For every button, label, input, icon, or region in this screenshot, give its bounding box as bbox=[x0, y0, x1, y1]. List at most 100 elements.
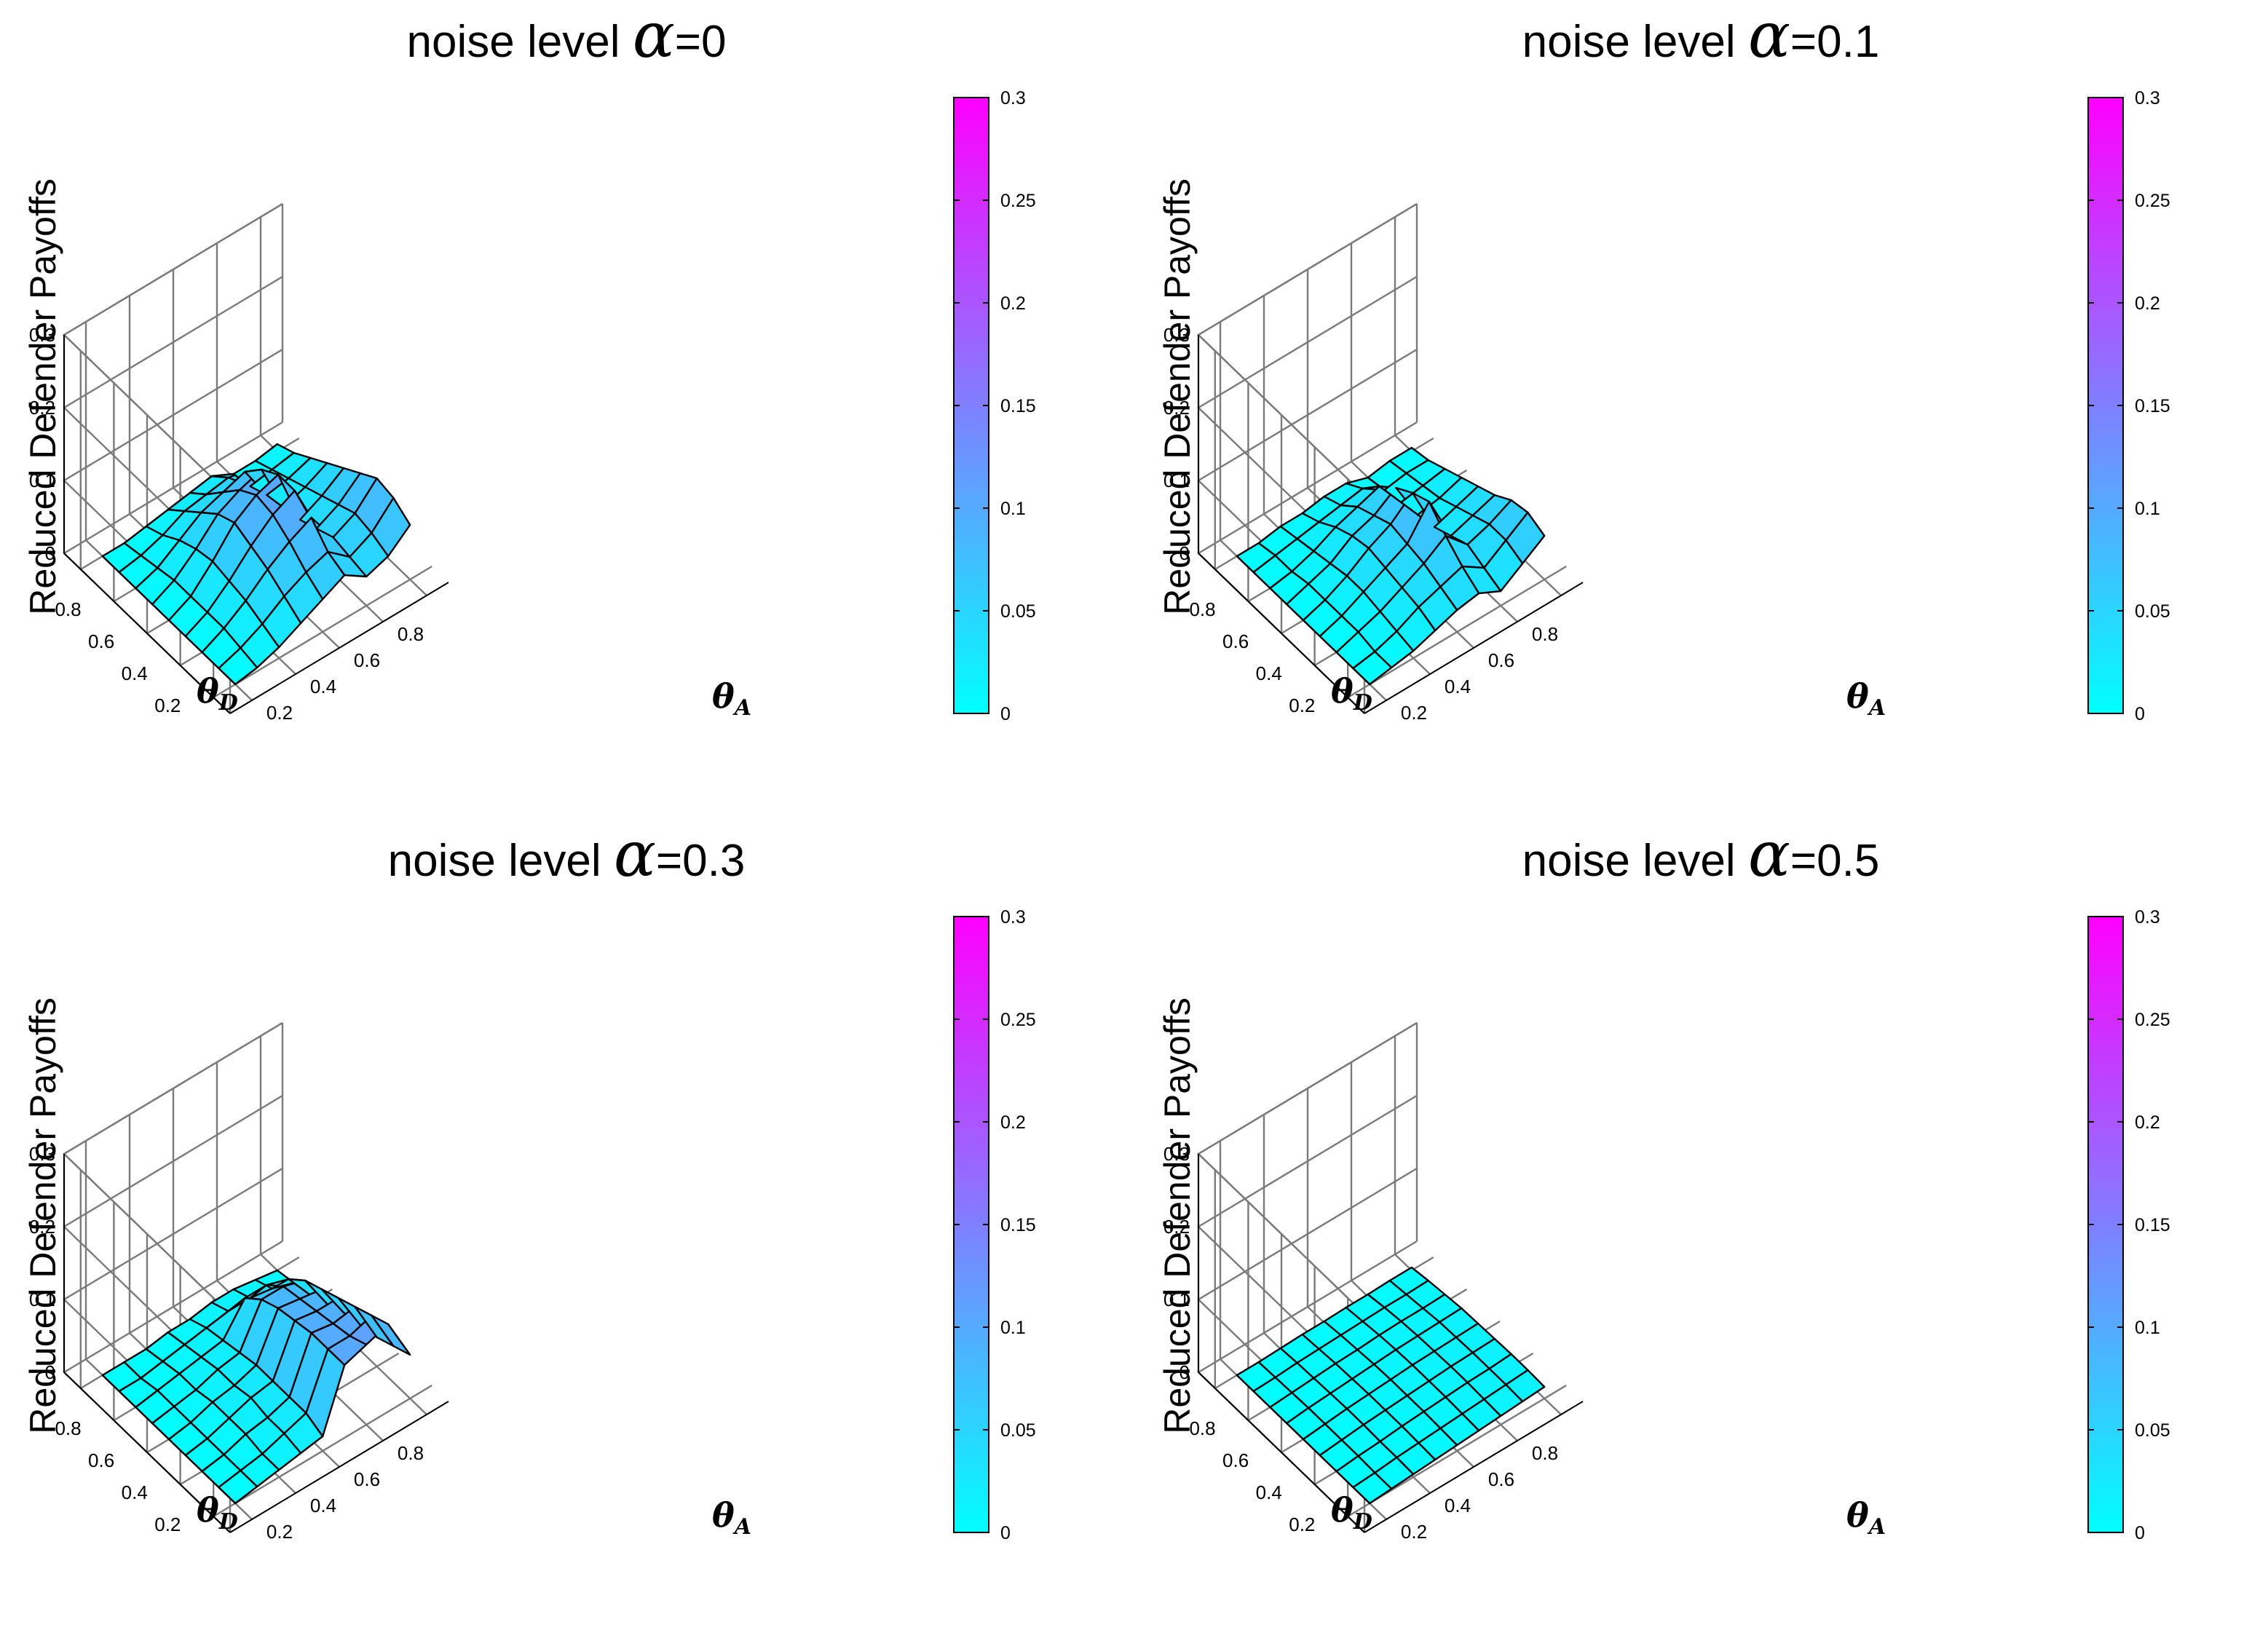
z-tick-label: 0.1 bbox=[29, 470, 55, 491]
tick-labels: 0 0.1 0.2 0.3 0.2 0.4 0.6 0.8 0.2 0.4 0.6 0.8 bbox=[1163, 1143, 1558, 1543]
z-tick-label: 0.3 bbox=[1163, 1143, 1190, 1165]
x-axis-line bbox=[229, 1401, 449, 1533]
x-axis-label: θA bbox=[1846, 1495, 1886, 1540]
colorbar-tick-label: 0 bbox=[2135, 1523, 2145, 1543]
colorbar-tick-label: 0.15 bbox=[2135, 396, 2170, 416]
colorbar-tick-label: 0.05 bbox=[1000, 601, 1036, 622]
y-tick-label: 0.8 bbox=[1189, 598, 1215, 620]
z-tick-label: 0 bbox=[45, 542, 55, 564]
axes bbox=[63, 1154, 449, 1533]
colorbar-tick-label: 0.3 bbox=[2135, 907, 2160, 927]
alpha-value: =0.5 bbox=[1790, 836, 1879, 886]
alpha-symbol: α bbox=[1748, 818, 1790, 891]
x-tick-label: 0.8 bbox=[1532, 623, 1558, 645]
surface-face bbox=[1505, 511, 1546, 565]
x-tick-label: 0.2 bbox=[266, 1521, 293, 1543]
colorbar-tick-label: 0.2 bbox=[1000, 1112, 1026, 1133]
alpha-value: =0.3 bbox=[656, 836, 745, 886]
colorbar-tick-label: 0.3 bbox=[1000, 907, 1026, 927]
y-tick-label: 0.4 bbox=[122, 662, 148, 684]
y-tick-label: 0.6 bbox=[1222, 1449, 1249, 1471]
x-tick-label: 0.6 bbox=[1488, 649, 1514, 671]
axes bbox=[1198, 1154, 1584, 1533]
x-tick-label: 0.8 bbox=[1532, 1442, 1558, 1464]
y-tick-label: 0.6 bbox=[88, 630, 114, 652]
chart-title: noise level α=0.1 bbox=[1522, 0, 1880, 72]
y-tick-label: 0.4 bbox=[122, 1481, 148, 1503]
z-tick-label: 0.3 bbox=[1163, 324, 1190, 346]
colorbar-tick-label: 0.15 bbox=[1000, 396, 1036, 416]
colorbar-tick-label: 0 bbox=[1000, 704, 1011, 724]
colorbar-tick-label: 0.1 bbox=[1000, 499, 1026, 519]
floor-grid-y bbox=[1347, 565, 1567, 699]
x-axis-line bbox=[229, 582, 449, 714]
colorbar-tick-label: 0.1 bbox=[2135, 1318, 2160, 1338]
tick-labels: 0 0.1 0.2 0.3 0.2 0.4 0.6 0.8 0.2 0.4 0.6 0.8 bbox=[29, 324, 424, 724]
surface-face bbox=[371, 496, 411, 558]
z-tick-label: 0 bbox=[1180, 542, 1190, 564]
z-tick-label: 0.2 bbox=[29, 1216, 55, 1238]
z-tick-label: 0.2 bbox=[29, 397, 55, 419]
y-axis-subscript: D bbox=[1353, 1509, 1372, 1535]
title-prefix: noise level bbox=[407, 17, 633, 67]
title-prefix: noise level bbox=[1522, 17, 1748, 67]
colorbar-tick-label: 0.25 bbox=[1000, 1010, 1036, 1030]
colorbar-tick-label: 0.2 bbox=[1000, 293, 1026, 314]
colorbar-tick-label: 0.05 bbox=[2135, 601, 2170, 622]
alpha-symbol: α bbox=[633, 0, 675, 72]
chart-title: noise level α=0.5 bbox=[1522, 818, 1880, 891]
x-tick-label: 0.8 bbox=[398, 1442, 424, 1464]
y-axis-line bbox=[63, 1372, 231, 1533]
y-axis-label: θD bbox=[1331, 671, 1372, 716]
z-tick-label: 0.2 bbox=[1163, 397, 1190, 419]
surface bbox=[1236, 446, 1546, 686]
subplot-alpha-0-5: noise level α=0.5 0 0.1 0.2 0.3 0.2 0.4 0.6 0.8 0… bbox=[1134, 818, 2268, 1638]
x-tick-label: 0.4 bbox=[1445, 676, 1471, 697]
z-tick-label: 0.3 bbox=[29, 324, 55, 346]
y-axis-subscript: D bbox=[218, 1509, 238, 1535]
colorbar-tick-label: 0 bbox=[2135, 704, 2145, 724]
alpha-value: =0.1 bbox=[1790, 17, 1879, 67]
chart-title: noise level α=0.3 bbox=[388, 818, 746, 891]
y-tick-label: 0.6 bbox=[1222, 630, 1249, 652]
x-tick-label: 0.4 bbox=[310, 676, 336, 697]
surface-face bbox=[1505, 1369, 1546, 1403]
colorbar-tick-label: 0.3 bbox=[2135, 88, 2160, 108]
y-axis-label: θD bbox=[197, 671, 238, 716]
colorbar: 0 0.05 0.1 0.15 0.2 0.25 0.3 bbox=[953, 907, 1036, 1543]
chart-title: noise level α=0 bbox=[407, 0, 727, 72]
x-axis-line bbox=[1364, 582, 1584, 714]
x-axis-label: θA bbox=[712, 1495, 751, 1540]
surface bbox=[1236, 1266, 1546, 1505]
subplot-alpha-0-1: noise level α=0.1 0 0.1 0.2 0.3 0.2 0.4 0.6 0.8 0… bbox=[1134, 0, 2268, 819]
title-prefix: noise level bbox=[1522, 836, 1748, 886]
colorbar-tick-label: 0.2 bbox=[2135, 293, 2160, 314]
y-tick-label: 0.2 bbox=[154, 695, 181, 716]
colorbar-tick-label: 0.15 bbox=[2135, 1215, 2170, 1235]
y-axis-symbol: θ bbox=[1331, 1490, 1354, 1530]
x-tick-label: 0.4 bbox=[1445, 1495, 1471, 1516]
chart-svg: noise level α=0 0 0.1 0.2 0.3 0.2 0.4 0.6 0.8 0.2… bbox=[23, 0, 1036, 724]
alpha-value: =0 bbox=[675, 17, 727, 67]
x-axis-label: θA bbox=[1846, 676, 1886, 721]
y-axis-subscript: D bbox=[218, 690, 238, 716]
colorbar: 0 0.05 0.1 0.15 0.2 0.25 0.3 bbox=[2087, 907, 2170, 1543]
colorbar-tick-label: 0.25 bbox=[1000, 191, 1036, 211]
subplot-alpha-0-3: noise level α=0.3 0 0.1 0.2 0.3 0.2 0.4 0.6 0.8 0… bbox=[0, 818, 1134, 1638]
y-axis-subscript: D bbox=[1353, 690, 1372, 716]
y-axis-line bbox=[1198, 553, 1365, 714]
x-axis-subscript: A bbox=[732, 695, 751, 721]
y-tick-label: 0.2 bbox=[1289, 1514, 1315, 1535]
z-axis-label: Reduced Defender Payoffs bbox=[23, 997, 63, 1433]
y-axis-label: θD bbox=[197, 1490, 238, 1535]
colorbar-tick-label: 0.1 bbox=[2135, 499, 2160, 519]
x-tick-label: 0.2 bbox=[1401, 702, 1427, 724]
x-tick-label: 0.2 bbox=[1401, 1521, 1427, 1543]
x-axis-subscript: A bbox=[732, 1514, 751, 1540]
tick-labels: 0 0.1 0.2 0.3 0.2 0.4 0.6 0.8 0.2 0.4 0.6 0.8 bbox=[1163, 324, 1558, 724]
x-tick-label: 0.6 bbox=[1488, 1468, 1514, 1490]
subplot-alpha-0: noise level α=0 0 0.1 0.2 0.3 0.2 0.4 0.6 0.8 0.2… bbox=[0, 0, 1134, 819]
z-axis-label: Reduced Defender Payoffs bbox=[23, 178, 63, 614]
surface bbox=[101, 443, 411, 686]
colorbar-tick-label: 0.05 bbox=[2135, 1420, 2170, 1441]
